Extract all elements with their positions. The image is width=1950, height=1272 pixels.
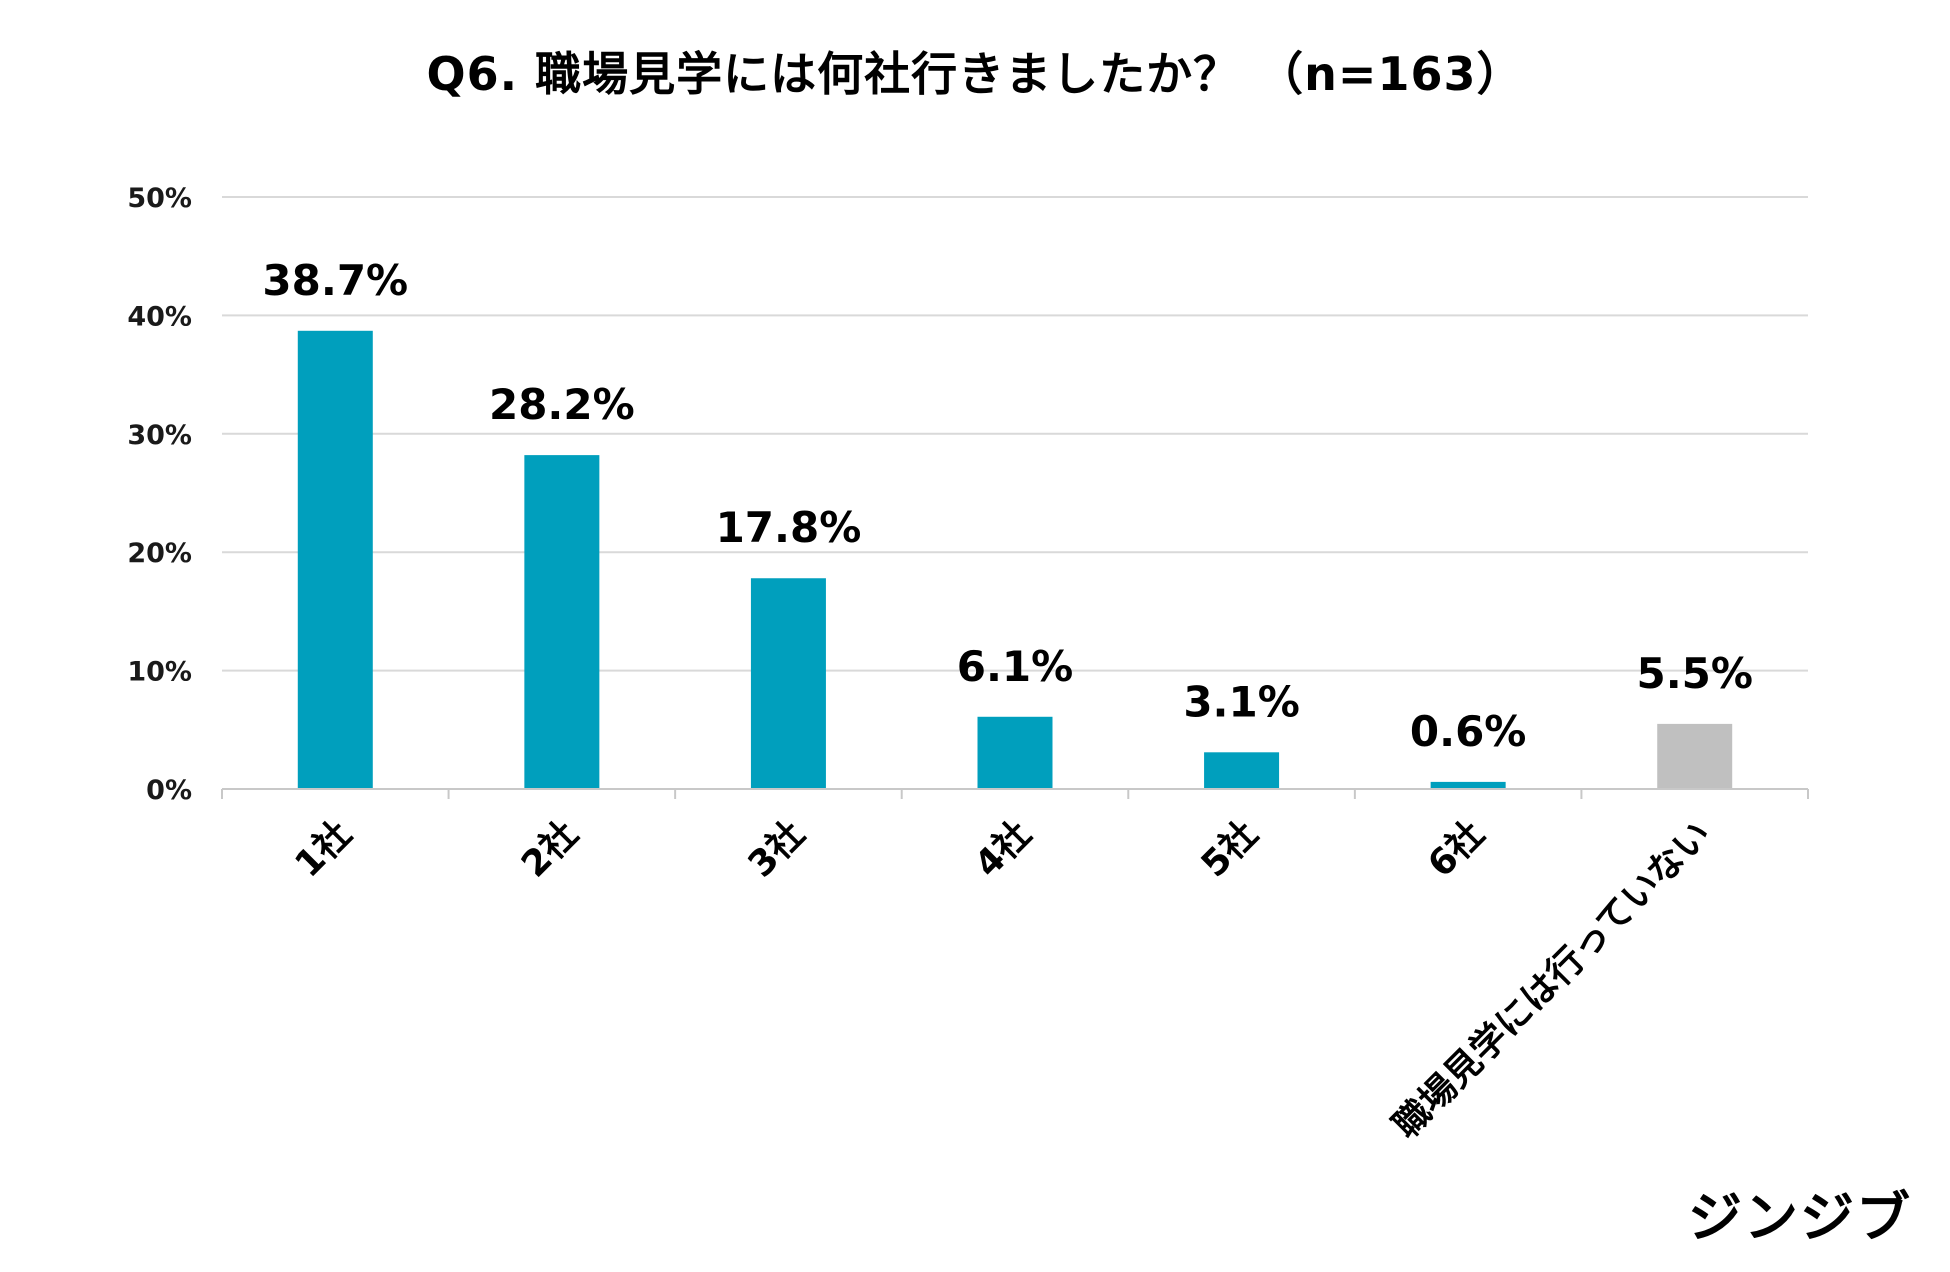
bar [524, 455, 600, 789]
x-axis [221, 788, 1809, 799]
grid-lines [222, 196, 1808, 672]
category-label: 6社 [1420, 813, 1492, 885]
bar [750, 578, 826, 789]
bar [1430, 781, 1506, 789]
data-label: 28.2% [489, 380, 635, 429]
data-label: 38.7% [262, 256, 408, 305]
category-label: 1社 [287, 813, 359, 885]
data-label: 0.6% [1410, 707, 1526, 756]
data-label: 3.1% [1183, 677, 1299, 726]
chart-title: Q6. 職場見学には何社行きましたか？ （n=163） [426, 47, 1524, 101]
y-tick-label: 10% [127, 657, 192, 688]
category-label: 2社 [514, 813, 586, 885]
category-label: 4社 [967, 813, 1039, 885]
y-tick-label: 0% [146, 775, 192, 806]
data-label: 6.1% [957, 642, 1073, 691]
category-label: 3社 [741, 813, 813, 885]
y-tick-label: 20% [127, 538, 192, 569]
bar [1657, 723, 1733, 789]
jinjib-logo: ジンジブ [1688, 1186, 1912, 1249]
bar [1204, 752, 1280, 789]
bar [977, 716, 1053, 789]
data-label: 17.8% [716, 503, 862, 552]
y-tick-label: 30% [127, 420, 192, 451]
y-axis-ticks: 0% 10% 20% 30% 40% 50% [127, 183, 192, 806]
category-label: 5社 [1194, 813, 1266, 885]
bars [297, 330, 1733, 789]
bar [297, 330, 373, 789]
data-label: 5.5% [1636, 649, 1752, 698]
y-tick-label: 50% [127, 183, 192, 214]
y-tick-label: 40% [127, 301, 192, 332]
data-labels: 38.7% 28.2% 17.8% 6.1% 3.1% 0.6% 5.5% [262, 256, 1753, 756]
